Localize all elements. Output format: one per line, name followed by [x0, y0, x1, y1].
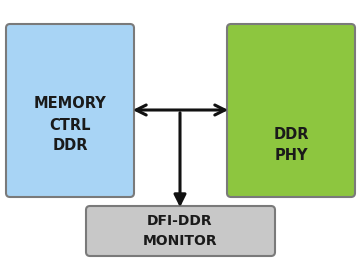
Text: DDR
PHY: DDR PHY [273, 127, 309, 163]
Text: MEMORY
CTRL
DDR: MEMORY CTRL DDR [34, 97, 106, 154]
Text: DFI-DDR
MONITOR: DFI-DDR MONITOR [143, 214, 217, 248]
FancyBboxPatch shape [86, 206, 275, 256]
FancyBboxPatch shape [227, 24, 355, 197]
FancyBboxPatch shape [6, 24, 134, 197]
